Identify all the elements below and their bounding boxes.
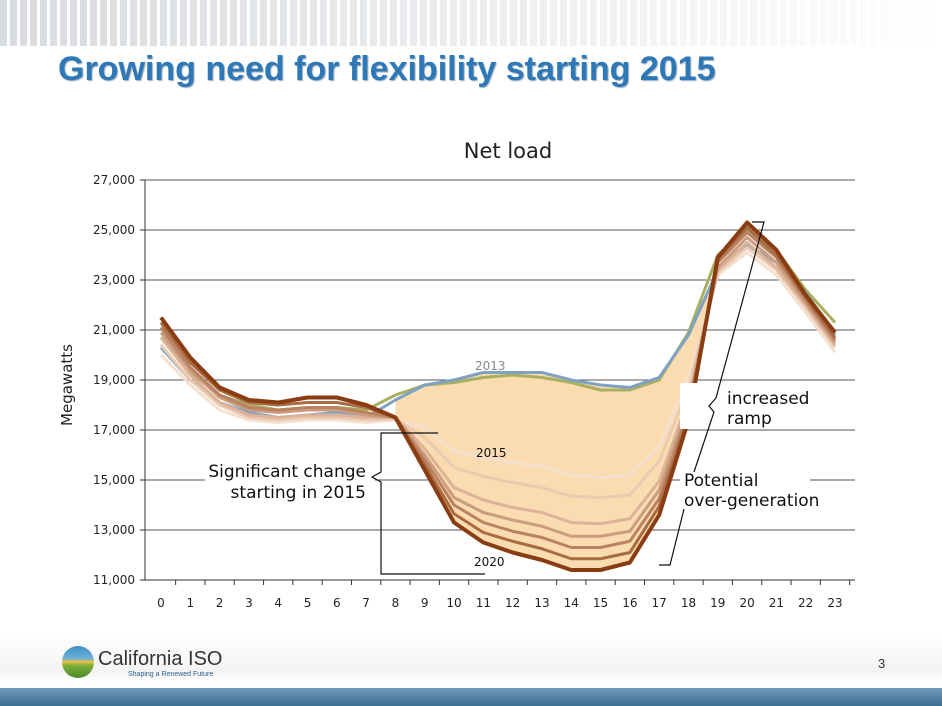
x-tick-label: 13 [534, 596, 549, 610]
x-tick-label: 1 [186, 596, 194, 610]
overgeneration-text-1: Potential [684, 471, 758, 491]
x-tick-label: 12 [505, 596, 520, 610]
annotation-bg [680, 383, 800, 429]
y-tick-label: 21,000 [93, 323, 135, 337]
footer-band [0, 688, 942, 706]
x-tick-label: 18 [681, 596, 696, 610]
label-2013: 2013 [475, 359, 506, 373]
x-tick-label: 2 [216, 596, 224, 610]
x-tick-label: 15 [593, 596, 608, 610]
x-tick-label: 21 [769, 596, 784, 610]
y-tick-label: 17,000 [93, 423, 135, 437]
logo-tagline: Shaping a Renewed Future [128, 671, 214, 678]
x-tick-label: 17 [652, 596, 667, 610]
x-tick-label: 23 [827, 596, 842, 610]
series-line-2017 [159, 236, 837, 538]
x-tick-label: 5 [304, 596, 312, 610]
increased-ramp-text-2: ramp [727, 409, 772, 429]
overgeneration-fill [395, 257, 718, 570]
x-tick-label: 0 [157, 596, 165, 610]
annotation-bg [205, 458, 375, 504]
series-line-2018 [159, 231, 837, 549]
significant-change-text-1: Significant change [208, 462, 366, 482]
annotation-bg [680, 468, 810, 510]
california-iso-logo-icon [62, 646, 94, 678]
y-tick-label: 27,000 [93, 173, 135, 187]
increased-ramp-text-1: increased [727, 389, 809, 409]
x-tick-label: 16 [622, 596, 637, 610]
y-tick-label: 13,000 [93, 523, 135, 537]
x-tick-label: 7 [362, 596, 370, 610]
overgeneration-text-2: over-generation [684, 491, 819, 511]
slide-title: Growing need for flexibility starting 20… [58, 50, 716, 88]
y-axis-label: Megawatts [58, 344, 76, 426]
logo-name: California ISO [98, 648, 223, 670]
series-line-2020 [159, 220, 837, 572]
x-tick-label: 3 [245, 596, 253, 610]
x-tick-label: 6 [333, 596, 341, 610]
x-tick-label: 14 [564, 596, 579, 610]
decorative-header-strip [0, 0, 942, 46]
x-tick-label: 4 [274, 596, 282, 610]
label-2020: 2020 [474, 555, 505, 569]
y-tick-label: 15,000 [93, 473, 135, 487]
x-tick-label: 11 [476, 596, 491, 610]
x-tick-label: 20 [739, 596, 754, 610]
y-tick-label: 25,000 [93, 223, 135, 237]
x-tick-label: 8 [392, 596, 400, 610]
label-2015: 2015 [476, 446, 507, 460]
series-line-2014 [159, 251, 837, 479]
series-line-2016 [159, 241, 837, 526]
x-tick-label: 10 [446, 596, 461, 610]
increased-ramp-bracket [693, 221, 765, 473]
x-tick-label: 9 [421, 596, 429, 610]
y-tick-label: 19,000 [93, 373, 135, 387]
significant-change-text-2: starting in 2015 [231, 483, 366, 503]
y-tick-label: 23,000 [93, 273, 135, 287]
y-tick-label: 11,000 [93, 573, 135, 587]
series-line-2015 [159, 246, 837, 499]
significant-change-bracket [370, 432, 485, 575]
chart-title: Net load [464, 139, 552, 163]
x-tick-label: 22 [798, 596, 813, 610]
page-number: 3 [878, 656, 886, 671]
x-tick-label: 19 [710, 596, 725, 610]
overgeneration-bracket [659, 508, 685, 566]
